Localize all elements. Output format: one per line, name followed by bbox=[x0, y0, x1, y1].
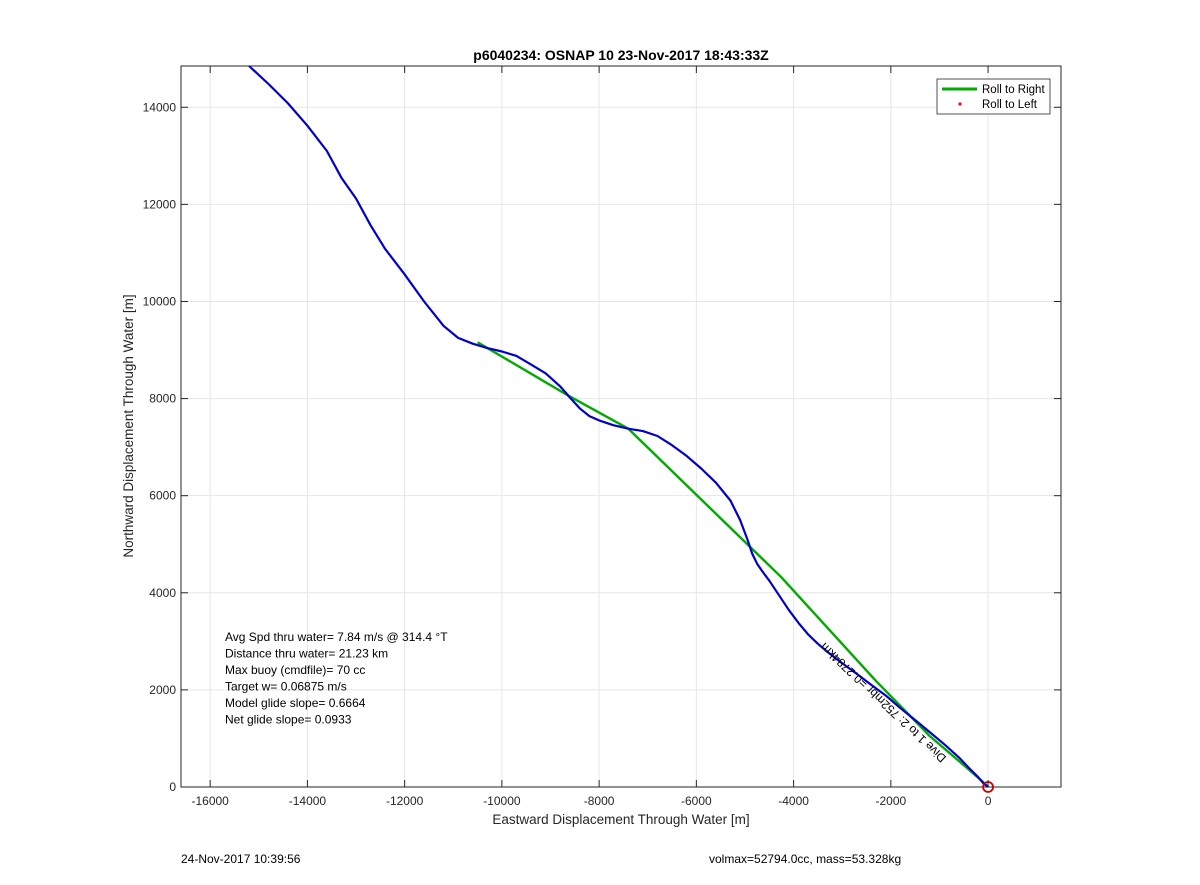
annotation-line: Max buoy (cmdfile)= 70 cc bbox=[225, 663, 365, 677]
y-tick-label: 12000 bbox=[143, 197, 177, 211]
grid-lines bbox=[181, 66, 1061, 788]
legend: Roll to Right Roll to Left bbox=[936, 78, 1051, 115]
annotation-line: Net glide slope= 0.0933 bbox=[225, 713, 352, 727]
y-tick-label: 0 bbox=[169, 780, 176, 794]
x-tick-label: 0 bbox=[985, 794, 992, 808]
track-line bbox=[248, 65, 989, 788]
chart-title: p6040234: OSNAP 10 23-Nov-2017 18:43:33Z bbox=[473, 47, 769, 63]
legend-swatch-roll-left bbox=[958, 102, 962, 106]
y-tick-label: 8000 bbox=[149, 392, 176, 406]
y-tick-label: 6000 bbox=[149, 489, 176, 503]
annotation-line: Distance thru water= 21.23 km bbox=[225, 647, 388, 661]
plot-area-frame bbox=[180, 65, 1062, 788]
x-tick-label: -16000 bbox=[191, 794, 229, 808]
x-axis-label: Eastward Displacement Through Water [m] bbox=[492, 812, 749, 827]
stats-annotation-block: Avg Spd thru water= 7.84 m/s @ 314.4 °T D… bbox=[225, 630, 448, 727]
annotation-line: Target w= 0.06875 m/s bbox=[225, 680, 347, 694]
y-tick-label: 14000 bbox=[143, 100, 177, 114]
x-tick-label: -2000 bbox=[875, 794, 906, 808]
x-tick-label: -4000 bbox=[778, 794, 809, 808]
axis-ticks: -16000 -14000 -12000 -10000 -8000 -6000 -4000 -… bbox=[143, 66, 1061, 808]
legend-label-roll-right: Roll to Right bbox=[982, 84, 1045, 96]
x-tick-label: -6000 bbox=[681, 794, 712, 808]
y-tick-label: 4000 bbox=[149, 586, 176, 600]
annotation-line: Avg Spd thru water= 7.84 m/s @ 314.4 °T bbox=[225, 630, 448, 644]
x-tick-label: -12000 bbox=[386, 794, 424, 808]
x-tick-label: -10000 bbox=[483, 794, 521, 808]
legend-box bbox=[936, 78, 1051, 115]
annotation-line: Model glide slope= 0.6664 bbox=[225, 696, 366, 710]
track-label: Dive 1 to 2: 752mbr =0.2784km bbox=[817, 640, 949, 765]
y-tick-label: 2000 bbox=[149, 683, 176, 697]
series-layer bbox=[248, 65, 994, 793]
y-axis-label: Northward Displacement Through Water [m] bbox=[121, 294, 136, 557]
footer-volmax-mass: volmax=52794.0cc, mass=53.328kg bbox=[709, 852, 902, 866]
x-tick-label: -14000 bbox=[289, 794, 327, 808]
footer-timestamp: 24-Nov-2017 10:39:56 bbox=[181, 852, 301, 866]
legend-label-roll-left: Roll to Left bbox=[982, 99, 1038, 111]
x-tick-label: -8000 bbox=[584, 794, 615, 808]
y-tick-label: 10000 bbox=[143, 294, 177, 308]
